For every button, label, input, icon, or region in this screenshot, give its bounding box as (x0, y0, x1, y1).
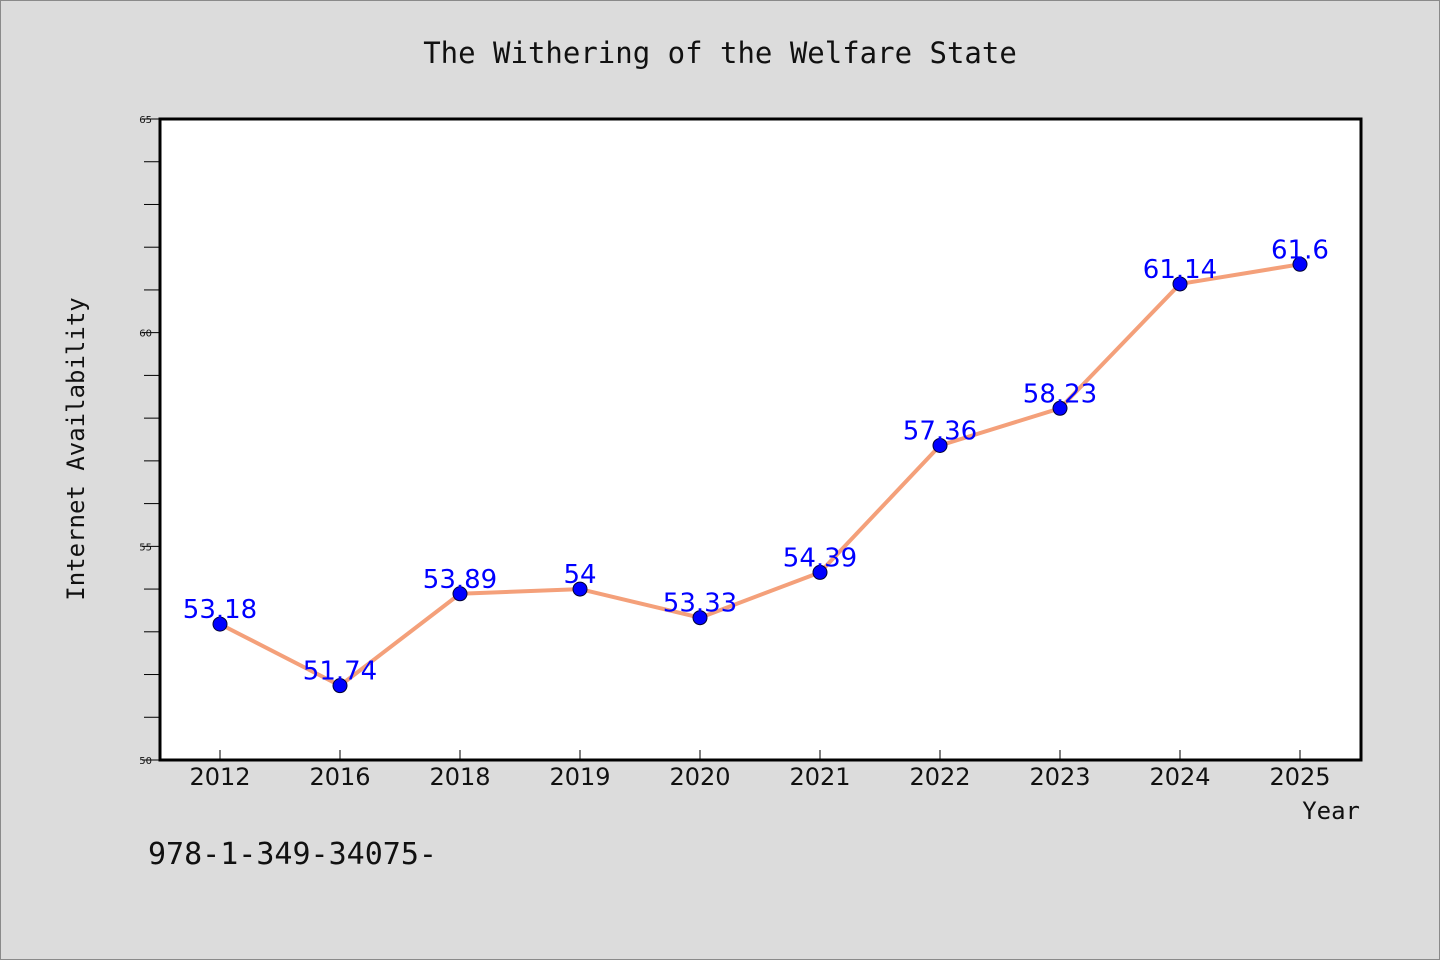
data-label: 54.39 (783, 543, 857, 573)
data-point (932, 437, 948, 453)
data-label: 58.23 (1023, 379, 1097, 409)
series-line (218, 262, 1302, 688)
y-axis-title: Internet Availability (62, 297, 90, 600)
x-tick-label: 2020 (669, 763, 730, 791)
data-label: 61.6 (1271, 235, 1329, 265)
data-labels: 53.18 51.74 53.89 54 53.33 54.39 57.36 58.23 61.… (183, 235, 1329, 686)
x-tick-label: 2022 (909, 763, 970, 791)
x-axis: 2012 2016 2018 2019 2020 2021 2022 2023 2024 2025 (189, 750, 1331, 791)
data-point (1172, 276, 1188, 292)
x-tick-label: 2021 (789, 763, 850, 791)
data-point (812, 564, 828, 580)
data-label: 57.36 (903, 416, 977, 446)
y-tick-label: 55 (139, 542, 152, 553)
x-tick-label: 2018 (429, 763, 490, 791)
series-layer (212, 256, 1308, 694)
y-tick-label: 50 (139, 756, 152, 767)
data-label: 51.74 (303, 657, 377, 687)
data-point (332, 678, 348, 694)
data-point (1292, 256, 1308, 272)
data-point (452, 586, 468, 602)
data-label: 53.33 (663, 589, 737, 619)
plot-area (158, 117, 1363, 762)
data-label: 54 (563, 560, 596, 590)
x-tick-label: 2012 (189, 763, 250, 791)
data-label: 53.18 (183, 595, 257, 625)
chart-title: The Withering of the Welfare State (423, 36, 1017, 70)
y-axis: 50 55 60 65 (139, 115, 160, 767)
data-point (212, 616, 228, 632)
x-tick-label: 2023 (1029, 763, 1090, 791)
x-tick-label: 2019 (549, 763, 610, 791)
x-tick-label: 2024 (1149, 763, 1210, 791)
data-label: 53.89 (423, 565, 497, 595)
x-axis-title: Year (1302, 797, 1360, 825)
isbn-text: 978-1-349-34075- (148, 837, 437, 872)
data-label: 61.14 (1143, 255, 1217, 285)
x-tick-label: 2025 (1269, 763, 1330, 791)
data-point (572, 581, 588, 597)
data-point (1052, 400, 1068, 416)
x-tick-label: 2016 (309, 763, 370, 791)
y-tick-label: 60 (139, 329, 152, 340)
y-tick-label: 65 (139, 115, 152, 126)
data-point (692, 610, 708, 626)
